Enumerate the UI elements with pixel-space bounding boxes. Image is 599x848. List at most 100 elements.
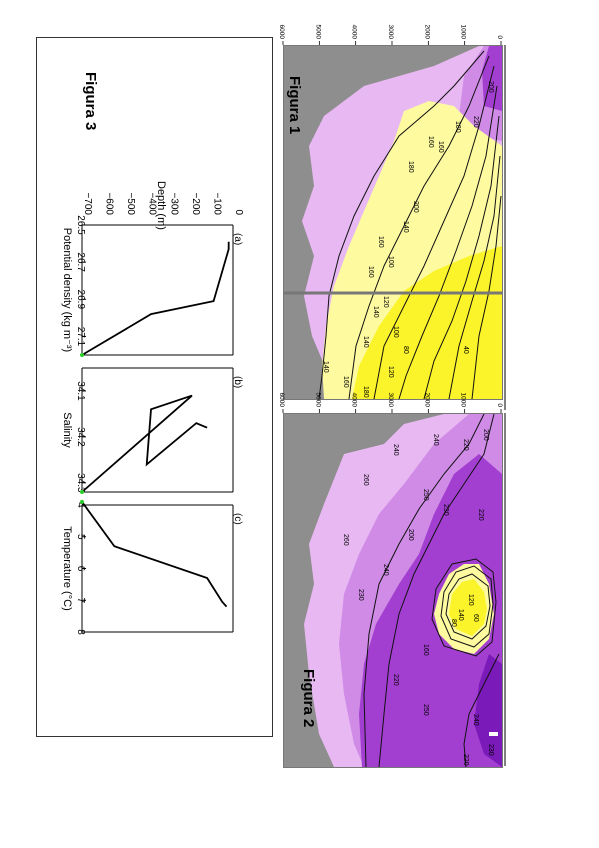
contour-ring-2 <box>440 565 494 648</box>
contour-label-6: 180 <box>407 161 414 173</box>
strong-yellow-region <box>449 579 487 636</box>
profile-line <box>81 394 208 493</box>
depth-axis-label: Depth (m) <box>155 181 167 230</box>
x-tick-label: 26.5 <box>75 215 86 235</box>
depth-tick-label: −200 <box>190 192 201 215</box>
contour-label-2: 220 <box>462 439 469 451</box>
depth-tick-label: −600 <box>104 192 115 215</box>
contour-label-19: 180 <box>362 386 369 398</box>
contour-label-20: 160 <box>342 376 349 388</box>
contour-label-16: 140 <box>362 336 369 348</box>
panel-label: (b) <box>232 376 243 388</box>
profile-line <box>81 501 228 608</box>
contour-label-21: 140 <box>322 361 329 373</box>
x-axis-label: Potential density (kg m⁻³) <box>61 228 73 352</box>
x-axis-label: Temperature (°C) <box>61 526 73 610</box>
contour-label-15: 80 <box>402 346 409 354</box>
profile-end-marker <box>80 353 84 357</box>
contour-label-12: 120 <box>382 296 389 308</box>
contour-label-6: 250 <box>422 489 429 501</box>
contour-label-22: 220 <box>462 754 469 766</box>
contour-label-10: 100 <box>387 256 394 268</box>
contour-line-4 <box>398 85 498 400</box>
profile-line <box>81 241 230 356</box>
contour-label-4: 240 <box>392 444 399 456</box>
contour-label-19: 250 <box>422 704 429 716</box>
x-tick-label: 8 <box>75 629 86 635</box>
contour-line-1 <box>318 50 485 400</box>
profile-panel-2: 34.1 34.2 34.3 Salinity (b) <box>61 367 243 494</box>
contour-label-5: 160 <box>427 136 434 148</box>
contour-label-7: 200 <box>412 201 419 213</box>
contour-label-13: 120 <box>467 594 474 606</box>
x-tick-label: 7 <box>75 597 86 603</box>
figura1-panel: 200 220 180 160 160 180 200 160 140 100 160 120 140 1… <box>283 45 503 400</box>
contour-line-3 <box>373 65 495 400</box>
contour-label-18: 40 <box>462 346 469 354</box>
contour-line-3 <box>463 653 500 768</box>
figura3-title: Figura 3 <box>82 72 99 130</box>
contour-label-9: 140 <box>402 221 409 233</box>
contour-label-21: 230 <box>487 744 494 756</box>
x-axis-label: Salinity <box>61 412 73 448</box>
contour-label-18: 220 <box>392 674 399 686</box>
contour-label-3: 180 <box>454 121 461 133</box>
deep-purple-region <box>474 654 502 767</box>
legend-patch <box>489 732 498 736</box>
contour-label-15: 80 <box>450 619 457 627</box>
depth-tick-label: −300 <box>168 192 179 215</box>
contour-line-2 <box>348 55 490 400</box>
x-tick-label: 5 <box>75 534 86 540</box>
contour-label-14: 140 <box>457 609 464 621</box>
contour-label-20: 240 <box>472 714 479 726</box>
contour-label-1: 200 <box>487 81 494 93</box>
figura1-title: Figura 1 <box>286 76 303 134</box>
figura1-section-plot: 2002201801601601802001601401001601201401… <box>284 46 502 400</box>
contour-line-1 <box>378 413 495 768</box>
contour-line-5 <box>423 115 500 400</box>
contour-ring-3 <box>431 558 497 657</box>
figura2-panel: 200 220 240 240 260 250 230 220 200 260 240 230 120 1… <box>283 413 503 768</box>
contour-label-8: 220 <box>477 509 484 521</box>
x-tick-label: 26.7 <box>75 252 86 272</box>
panel-label: (c) <box>232 513 243 525</box>
contour-label-3: 240 <box>432 434 439 446</box>
depth-tick-label: −700 <box>82 192 93 215</box>
panel-label: (a) <box>232 233 243 245</box>
contour-label-8: 160 <box>377 236 384 248</box>
x-tick-label: 26.9 <box>75 290 86 310</box>
x-tick-label: 27.1 <box>75 327 86 347</box>
contour-label-5: 260 <box>362 474 369 486</box>
contour-label-4: 160 <box>437 141 444 153</box>
profile-panel-3: 4 5 6 7 8 Temperature (°C) (c) <box>61 499 243 635</box>
x-tick-label: 4 <box>75 502 86 508</box>
violet-region <box>359 454 502 767</box>
contour-line-2 <box>363 413 485 768</box>
depth-tick-label: −400 <box>147 192 158 215</box>
contour-label-12: 230 <box>357 589 364 601</box>
contour-label-13: 140 <box>372 306 379 318</box>
x-tick-label: 34.3 <box>75 473 86 493</box>
contour-label-2: 220 <box>472 116 479 128</box>
x-tick-label: 34.1 <box>75 381 86 401</box>
x-tick-label: 34.2 <box>75 427 86 447</box>
depth-tick-label: −100 <box>211 192 222 215</box>
contour-line-7 <box>471 195 502 400</box>
contour-label-17: 160 <box>422 644 429 656</box>
contour-ring-1 <box>445 573 491 640</box>
contour-label-11: 240 <box>382 564 389 576</box>
contour-label-1: 200 <box>482 429 489 441</box>
figura2-title: Figura 2 <box>300 669 317 727</box>
depth-tick-label: 0 <box>233 209 244 215</box>
contour-label-7: 230 <box>442 504 449 516</box>
contour-label-11: 160 <box>367 266 374 278</box>
contour-line-6 <box>448 155 501 400</box>
profile-end-marker <box>80 499 84 504</box>
profile-end-marker <box>80 490 84 494</box>
contour-label-14: 100 <box>392 326 399 338</box>
x-tick-label: 6 <box>75 566 86 572</box>
